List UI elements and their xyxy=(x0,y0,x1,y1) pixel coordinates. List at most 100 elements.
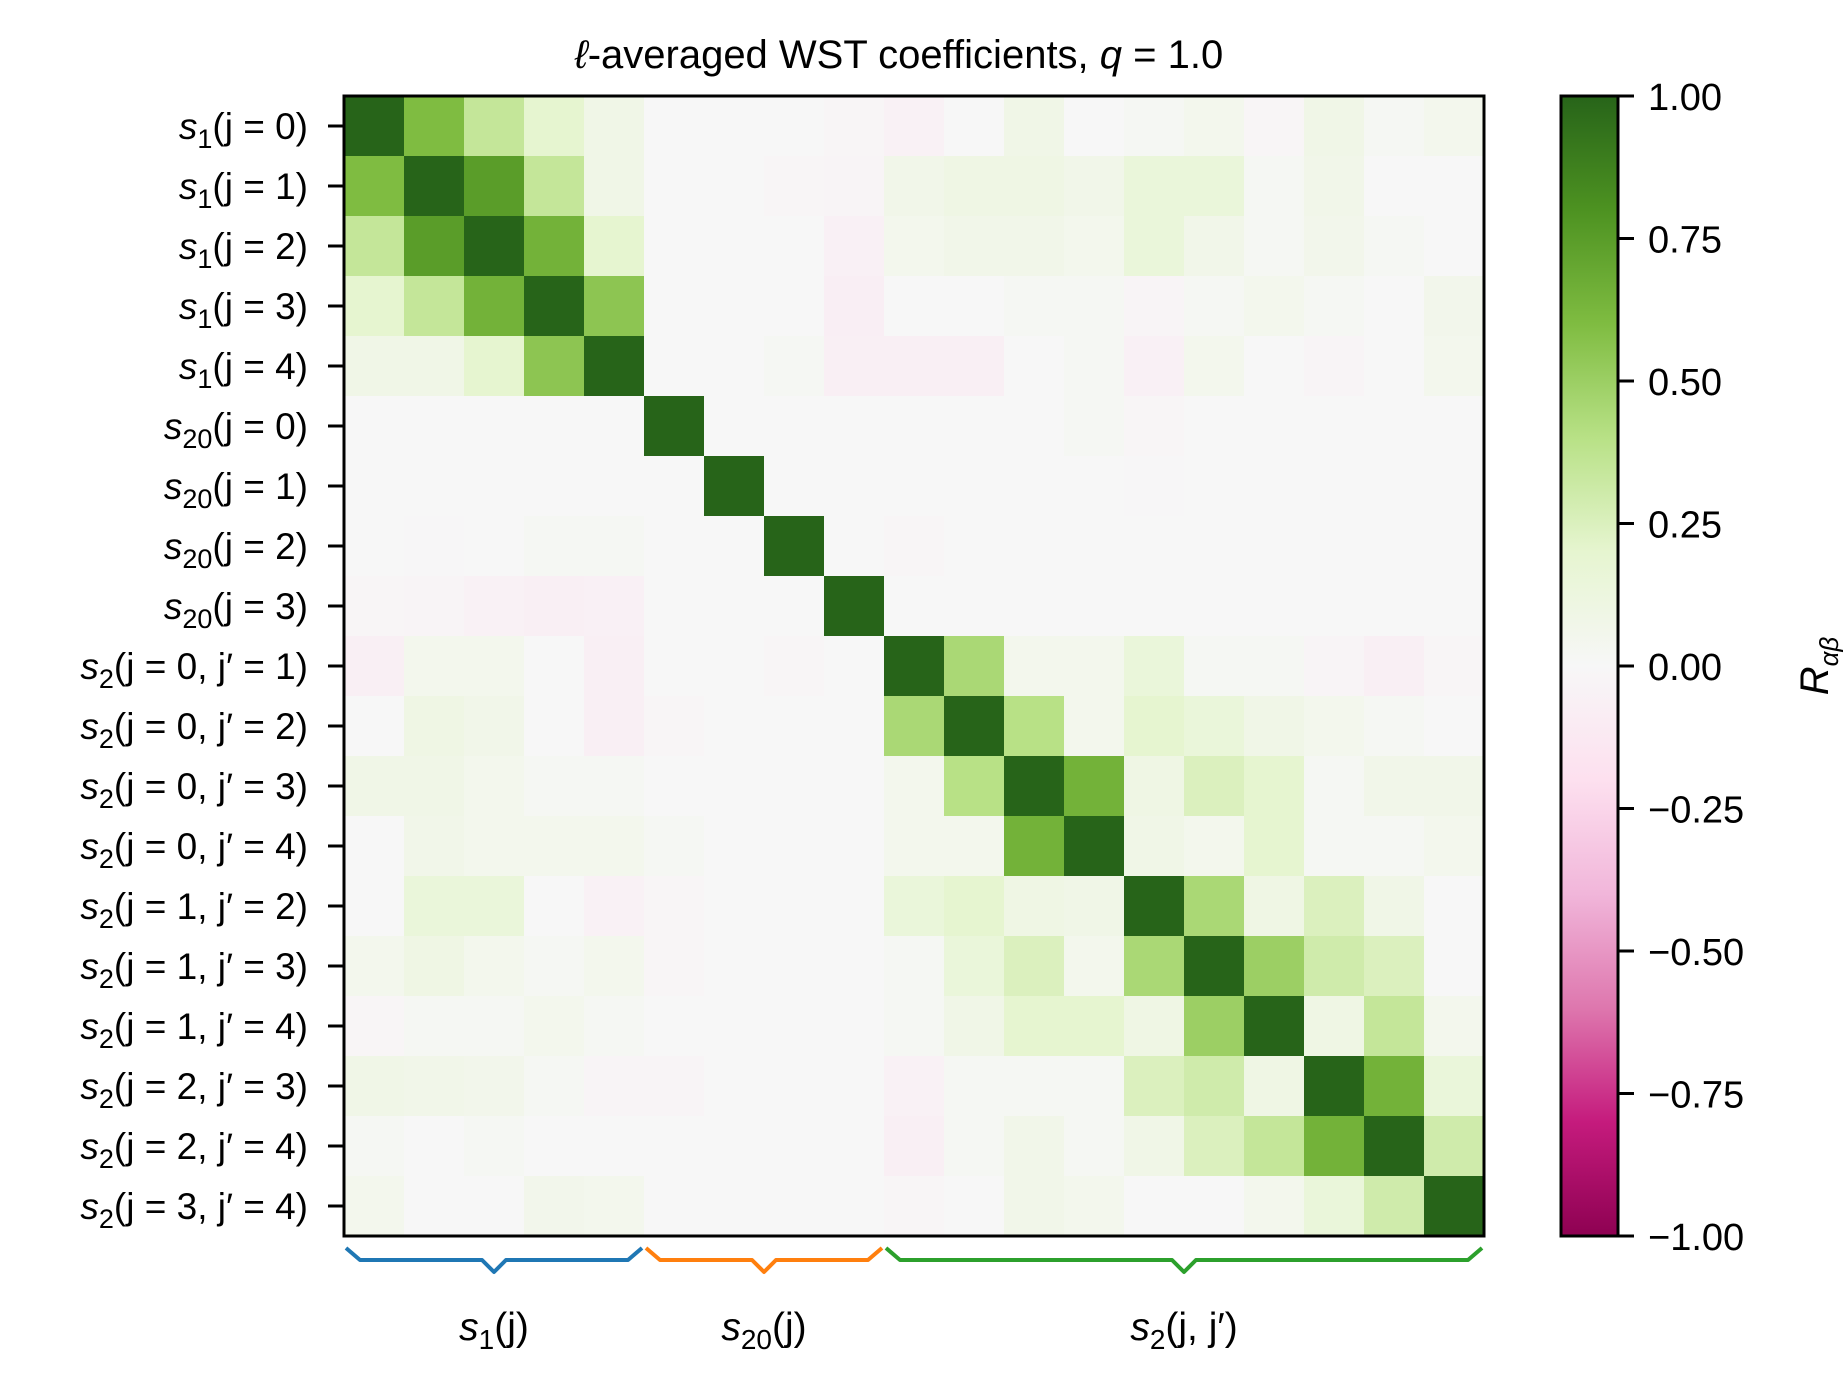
heatmap-cell xyxy=(344,516,405,577)
heatmap-cell xyxy=(944,816,1005,877)
heatmap-cell xyxy=(764,696,825,757)
heatmap-cell xyxy=(1364,456,1425,517)
heatmap-cell xyxy=(464,756,525,817)
heatmap-cell xyxy=(1124,756,1185,817)
colorbar-tick-label: 0.75 xyxy=(1648,220,1722,262)
heatmap-cell xyxy=(1124,276,1185,337)
heatmap-cell xyxy=(944,1056,1005,1117)
heatmap-cell xyxy=(824,996,885,1057)
heatmap-cell xyxy=(1424,1056,1485,1117)
heatmap-cell xyxy=(404,1116,465,1177)
row-label: s2(j = 3, j′ = 4) xyxy=(80,1186,308,1234)
heatmap-cell xyxy=(524,996,585,1057)
heatmap-cell xyxy=(1184,1176,1245,1237)
heatmap-cell xyxy=(1424,96,1485,157)
heatmap-cell xyxy=(1064,936,1125,997)
heatmap-cell xyxy=(644,636,705,697)
heatmap-cells xyxy=(344,96,1485,1237)
heatmap-cell xyxy=(584,516,645,577)
heatmap-cell xyxy=(944,396,1005,457)
heatmap-cell xyxy=(704,756,765,817)
heatmap-cell xyxy=(944,936,1005,997)
chart-title: ℓ-averaged WST coefficients, q = 1.0 xyxy=(574,33,1223,77)
colorbar-tick-label: 1.00 xyxy=(1648,77,1722,119)
heatmap-cell xyxy=(344,756,405,817)
group-brackets: s1(j) s20(j) s2(j, j′) xyxy=(344,1246,1484,1355)
heatmap-cell xyxy=(524,156,585,217)
heatmap-cell xyxy=(1244,936,1305,997)
heatmap-cell xyxy=(524,516,585,577)
heatmap-cell xyxy=(1124,456,1185,517)
heatmap-cell xyxy=(1304,1056,1365,1117)
heatmap-cell xyxy=(1184,996,1245,1057)
heatmap-cell xyxy=(1304,1176,1365,1237)
colorbar-tick-label: 0.50 xyxy=(1648,362,1722,404)
heatmap-cell xyxy=(1364,816,1425,877)
heatmap-cell xyxy=(944,516,1005,577)
heatmap-cell xyxy=(464,336,525,397)
heatmap-cell xyxy=(1424,876,1485,937)
heatmap-cell xyxy=(404,396,465,457)
heatmap-cell xyxy=(944,96,1005,157)
heatmap-cell xyxy=(944,876,1005,937)
row-label: s2(j = 2, j′ = 3) xyxy=(80,1066,308,1114)
heatmap-cell xyxy=(464,576,525,637)
heatmap-cell xyxy=(1004,1176,1065,1237)
heatmap-cell xyxy=(1184,1056,1245,1117)
heatmap-cell xyxy=(1184,876,1245,937)
heatmap-cell xyxy=(1424,696,1485,757)
colorbar-axis: 1.00 0.75 0.50 0.25 0.00 −0.25 −0.50 −0.75 −1.00 xyxy=(1618,77,1744,1259)
heatmap-cell xyxy=(944,456,1005,517)
heatmap-cell xyxy=(344,1116,405,1177)
heatmap-cell xyxy=(1004,1056,1065,1117)
heatmap-cell xyxy=(404,576,465,637)
heatmap-cell xyxy=(704,516,765,577)
heatmap-cell xyxy=(944,1176,1005,1237)
heatmap-cell xyxy=(524,576,585,637)
heatmap-cell xyxy=(884,816,945,877)
heatmap-cell xyxy=(644,96,705,157)
heatmap-cell xyxy=(1304,636,1365,697)
heatmap-cell xyxy=(524,1176,585,1237)
heatmap-cell xyxy=(1244,456,1305,517)
heatmap-cell xyxy=(1064,756,1125,817)
heatmap-cell xyxy=(1004,756,1065,817)
heatmap-cell xyxy=(1364,576,1425,637)
heatmap-cell xyxy=(1364,756,1425,817)
heatmap-cell xyxy=(1424,276,1485,337)
heatmap-cell xyxy=(704,1056,765,1117)
heatmap-cell xyxy=(1424,216,1485,277)
heatmap-cell xyxy=(1244,1056,1305,1117)
heatmap-cell xyxy=(404,996,465,1057)
heatmap-cell xyxy=(464,396,525,457)
heatmap-cell xyxy=(464,936,525,997)
heatmap-cell xyxy=(584,336,645,397)
heatmap-cell xyxy=(944,756,1005,817)
heatmap-cell xyxy=(1424,1176,1485,1237)
heatmap-cell xyxy=(1184,96,1245,157)
row-label: s1(j = 0) xyxy=(179,106,308,154)
heatmap-cell xyxy=(1004,516,1065,577)
heatmap-cell xyxy=(884,1116,945,1177)
heatmap-cell xyxy=(1364,336,1425,397)
heatmap-cell xyxy=(1364,636,1425,697)
heatmap-cell xyxy=(524,936,585,997)
heatmap-cell xyxy=(824,396,885,457)
heatmap-cell xyxy=(644,156,705,217)
row-axis: s1(j = 0) s1(j = 1) s1(j = 2) s1(j = 3) s1(j… xyxy=(80,106,344,1234)
heatmap-cell xyxy=(1424,396,1485,457)
row-label: s2(j = 0, j′ = 3) xyxy=(80,766,308,814)
heatmap-cell xyxy=(884,696,945,757)
heatmap-cell xyxy=(764,1056,825,1117)
heatmap-cell xyxy=(1004,636,1065,697)
heatmap-cell xyxy=(704,216,765,277)
heatmap-cell xyxy=(1184,396,1245,457)
heatmap-cell xyxy=(524,1116,585,1177)
heatmap-cell xyxy=(764,396,825,457)
heatmap-cell xyxy=(1124,336,1185,397)
heatmap-cell xyxy=(1244,156,1305,217)
heatmap-cell xyxy=(404,696,465,757)
heatmap-cell xyxy=(824,816,885,877)
heatmap-cell xyxy=(404,336,465,397)
heatmap-cell xyxy=(1004,396,1065,457)
